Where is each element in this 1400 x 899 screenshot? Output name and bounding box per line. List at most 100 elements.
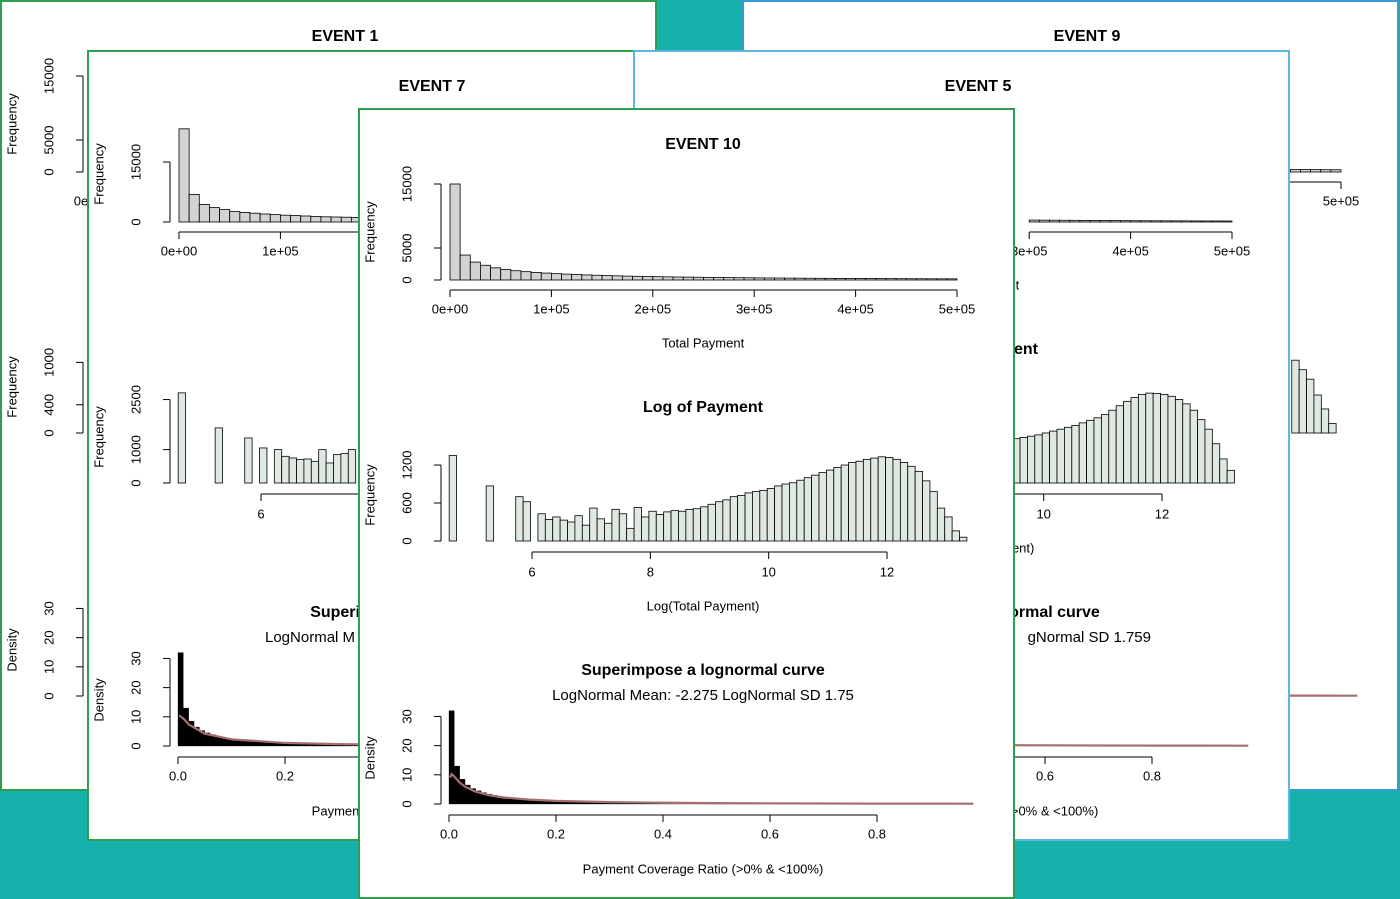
histogram-bar: [1226, 469, 1235, 484]
x-tick-label: 4e+05: [1112, 243, 1149, 258]
histogram-bar: [239, 211, 251, 223]
histogram-bar: [648, 510, 657, 542]
histogram-bar: [259, 447, 268, 484]
window-content: EVENT 9 4e+05 5e+05: [1054, 28, 1360, 697]
y-axis-label: Density: [4, 628, 19, 672]
histogram-bar: [183, 707, 189, 747]
histogram-bar: [581, 274, 593, 281]
histogram-bar: [737, 495, 746, 542]
histogram-bar: [682, 276, 694, 281]
histogram-bar: [448, 710, 455, 805]
x-tick-label: 0.2: [547, 826, 565, 841]
histogram-bar: [611, 275, 623, 281]
histogram-bar: [340, 453, 349, 484]
histogram-bar: [1221, 220, 1233, 223]
histogram-bar: [618, 513, 628, 542]
histogram-bar: [604, 522, 613, 542]
x-tick-label: 10: [1036, 506, 1050, 521]
histogram-bar: [825, 469, 835, 542]
histogram-bar: [818, 472, 827, 542]
chart-subtitle: LogNormal M: [265, 629, 355, 646]
histogram-bar: [581, 524, 591, 542]
y-tick-label: 1000: [41, 348, 56, 377]
histogram-bar: [219, 209, 231, 223]
histogram-bar: [907, 465, 916, 542]
histogram-bar: [177, 392, 186, 484]
y-axis-label: Density: [91, 678, 106, 722]
y-tick-label: 0: [128, 742, 143, 749]
histogram-bar: [540, 272, 552, 281]
histogram-bar: [330, 216, 342, 223]
histogram-bar: [178, 128, 190, 223]
x-axis-label: Payment Coverage Ratio (>0% & <100%): [583, 861, 824, 876]
histogram-bar: [229, 211, 241, 223]
x-tick-label: 12: [880, 564, 894, 579]
histogram-bar: [1108, 409, 1117, 484]
histogram-bar: [1191, 220, 1202, 223]
x-tick-label: 5e+05: [1214, 243, 1251, 258]
histogram-bar: [926, 278, 938, 281]
histogram-bar: [621, 275, 633, 281]
histogram-bar: [655, 514, 665, 542]
histogram-bar: [1160, 220, 1172, 223]
histogram-bar: [550, 273, 562, 281]
chart-title: Superimpose a lognormal curve: [581, 662, 825, 679]
histogram-bar: [763, 277, 775, 281]
y-tick-label: 0: [399, 537, 414, 544]
histogram-bar: [862, 458, 872, 542]
histogram-bar: [796, 479, 805, 542]
histogram-bar: [1019, 437, 1028, 484]
histogram-bar: [325, 462, 334, 484]
lognormal-curve: [178, 714, 393, 746]
histogram-bar: [1130, 397, 1139, 484]
x-tick-label: 3e+05: [736, 301, 773, 316]
x-tick-label: 0.4: [654, 826, 672, 841]
histogram-bar: [848, 462, 857, 542]
histogram-bar: [1170, 220, 1182, 223]
histogram-bar: [723, 277, 735, 281]
x-tick-label: 5e+05: [1323, 193, 1360, 208]
x-tick-label: 2e+05: [635, 301, 672, 316]
histogram-bar: [530, 272, 542, 281]
histogram-bar: [310, 215, 322, 223]
window-title: EVENT 7: [399, 78, 466, 95]
histogram-bar: [320, 216, 332, 223]
y-tick-label: 30: [399, 709, 414, 723]
histogram-bar: [692, 508, 702, 542]
histogram-bar: [1130, 220, 1142, 223]
histogram-bar: [1109, 220, 1121, 223]
histogram-bar: [1310, 169, 1322, 173]
x-tick-label: 5e+05: [939, 301, 976, 316]
histogram-bar: [1313, 394, 1322, 434]
y-axis-label: Frequency: [91, 143, 106, 205]
histogram-bar: [300, 215, 312, 223]
histogram-bar: [1140, 220, 1152, 223]
histogram-bar: [1089, 220, 1101, 223]
histogram-bar: [663, 511, 672, 542]
histogram-bar: [1145, 392, 1154, 484]
x-tick-label: 0.0: [169, 768, 187, 783]
histogram-bar: [1320, 169, 1332, 173]
y-tick-label: 2500: [128, 385, 143, 414]
y-axis-label: Frequency: [362, 201, 377, 263]
histogram-bar: [670, 510, 679, 542]
y-tick-label: 20: [399, 738, 414, 752]
histogram-bar: [552, 516, 561, 542]
histogram-bar: [522, 501, 531, 542]
histogram-bar: [1069, 219, 1081, 223]
histogram-bar: [1174, 399, 1184, 484]
histogram-bar: [596, 518, 605, 542]
histogram-bar: [824, 277, 836, 281]
histogram-bar: [729, 496, 739, 542]
window-title: EVENT 10: [665, 136, 741, 153]
histogram-bar: [892, 458, 901, 542]
histogram-bar: [347, 449, 357, 484]
y-tick-label: 20: [41, 630, 56, 644]
histogram-bar: [855, 278, 867, 281]
histogram-bar: [1049, 430, 1058, 484]
histogram-bar: [281, 455, 290, 484]
x-tick-label: 6: [528, 564, 535, 579]
chart-subtitle: LogNormal Mean: -2.275 LogNormal SD 1.75: [552, 687, 854, 704]
y-tick-label: 5000: [41, 126, 56, 155]
histogram-bar: [279, 214, 291, 223]
